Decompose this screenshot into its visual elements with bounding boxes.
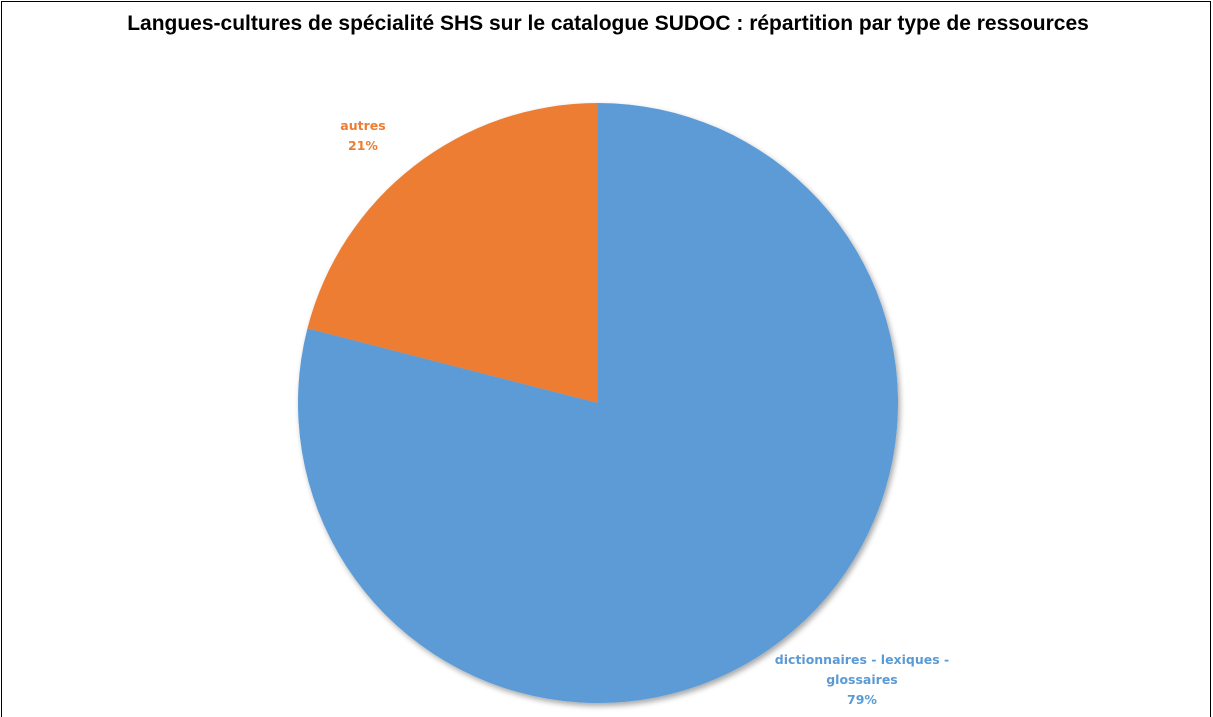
pie-slice-autres bbox=[307, 103, 598, 403]
data-label-dictionnaires: dictionnaires - lexiques -glossaires 79% bbox=[775, 652, 949, 707]
chart-title: Langues-cultures de spécialité SHS sur l… bbox=[127, 12, 1089, 35]
pie-slice-dictionnaires bbox=[297, 103, 898, 704]
data-label-autres: autres 21% bbox=[340, 118, 385, 153]
